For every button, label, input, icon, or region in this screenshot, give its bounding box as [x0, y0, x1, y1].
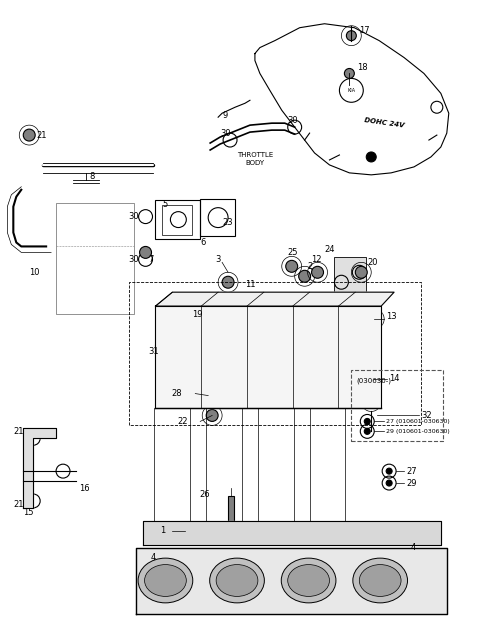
- Ellipse shape: [166, 381, 185, 402]
- Ellipse shape: [245, 377, 273, 406]
- Ellipse shape: [207, 381, 227, 402]
- Bar: [351, 370, 443, 441]
- Text: 30: 30: [288, 116, 299, 125]
- Text: 5: 5: [162, 200, 168, 209]
- Polygon shape: [23, 428, 56, 508]
- Text: 32: 32: [421, 411, 432, 420]
- Text: 24: 24: [324, 245, 335, 254]
- Ellipse shape: [144, 565, 186, 596]
- Text: THROTTLE: THROTTLE: [237, 152, 273, 158]
- Circle shape: [386, 480, 392, 486]
- Circle shape: [286, 260, 298, 272]
- Text: 25: 25: [288, 248, 298, 257]
- Ellipse shape: [138, 558, 193, 603]
- Text: BODY: BODY: [245, 160, 264, 166]
- Text: 21: 21: [13, 427, 24, 436]
- Circle shape: [140, 247, 152, 258]
- Text: 27: 27: [406, 467, 417, 476]
- Text: 16: 16: [79, 484, 90, 493]
- Text: 20: 20: [367, 258, 378, 267]
- Text: 19: 19: [192, 310, 203, 319]
- Bar: [335, 258, 366, 292]
- Text: 30: 30: [129, 255, 139, 264]
- Text: 30: 30: [129, 212, 139, 221]
- Ellipse shape: [291, 381, 311, 402]
- Text: 13: 13: [386, 312, 397, 321]
- Ellipse shape: [352, 373, 370, 384]
- Bar: [162, 205, 192, 234]
- Text: 15: 15: [23, 508, 34, 517]
- Circle shape: [204, 392, 212, 399]
- Text: 11: 11: [245, 280, 255, 289]
- Ellipse shape: [203, 377, 231, 406]
- Text: 23: 23: [222, 218, 233, 227]
- Text: 22: 22: [178, 417, 188, 426]
- Ellipse shape: [287, 377, 314, 406]
- Text: KIA: KIA: [348, 88, 355, 93]
- Text: 14: 14: [389, 374, 400, 383]
- Ellipse shape: [216, 565, 258, 596]
- Ellipse shape: [353, 525, 397, 541]
- Text: 18: 18: [357, 63, 368, 72]
- Text: 21: 21: [13, 500, 24, 509]
- Text: (030630-): (030630-): [356, 377, 391, 384]
- Text: 7: 7: [148, 255, 154, 264]
- Text: 4: 4: [411, 543, 416, 552]
- Ellipse shape: [288, 565, 329, 596]
- Circle shape: [366, 152, 376, 162]
- Text: 29 (010601-030630): 29 (010601-030630): [386, 429, 450, 434]
- Ellipse shape: [150, 525, 195, 541]
- Text: 17: 17: [360, 26, 370, 35]
- Ellipse shape: [161, 377, 189, 406]
- Circle shape: [312, 267, 324, 278]
- Circle shape: [344, 68, 354, 79]
- Circle shape: [365, 395, 377, 408]
- Polygon shape: [136, 547, 447, 614]
- Ellipse shape: [281, 558, 336, 603]
- Text: 12: 12: [312, 255, 322, 264]
- Polygon shape: [156, 292, 394, 306]
- Bar: [228, 496, 234, 521]
- Ellipse shape: [360, 565, 401, 596]
- Ellipse shape: [285, 525, 330, 541]
- Text: 21: 21: [36, 131, 47, 140]
- Text: 29: 29: [406, 478, 417, 488]
- Text: 10: 10: [29, 268, 40, 277]
- Circle shape: [222, 276, 234, 289]
- Bar: [200, 199, 235, 236]
- Circle shape: [355, 267, 367, 278]
- Text: 3: 3: [215, 255, 220, 264]
- Text: 30: 30: [220, 129, 231, 138]
- Ellipse shape: [217, 525, 263, 541]
- Text: 4: 4: [151, 553, 156, 562]
- Bar: [56, 203, 133, 314]
- Circle shape: [159, 340, 171, 352]
- Text: 6: 6: [200, 238, 205, 247]
- Circle shape: [178, 311, 193, 327]
- Circle shape: [23, 129, 35, 141]
- Circle shape: [364, 419, 370, 424]
- Text: 1: 1: [160, 526, 166, 535]
- Text: 26: 26: [200, 491, 210, 500]
- Circle shape: [386, 468, 392, 474]
- Ellipse shape: [353, 558, 408, 603]
- Ellipse shape: [348, 369, 375, 388]
- Circle shape: [368, 313, 380, 325]
- Text: 27 (010601-030630): 27 (010601-030630): [386, 419, 450, 424]
- Text: 2: 2: [308, 262, 313, 271]
- Text: 8: 8: [89, 173, 94, 182]
- Circle shape: [364, 428, 370, 434]
- Ellipse shape: [249, 381, 269, 402]
- Text: 31: 31: [148, 347, 158, 356]
- Polygon shape: [143, 521, 441, 545]
- Polygon shape: [156, 306, 381, 408]
- Ellipse shape: [210, 558, 264, 603]
- Circle shape: [299, 270, 311, 282]
- Text: DOHC 24V: DOHC 24V: [364, 117, 405, 129]
- Bar: [156, 200, 200, 240]
- Circle shape: [206, 410, 218, 421]
- Text: 28: 28: [172, 389, 182, 398]
- Circle shape: [347, 31, 356, 41]
- Text: 9: 9: [222, 111, 228, 120]
